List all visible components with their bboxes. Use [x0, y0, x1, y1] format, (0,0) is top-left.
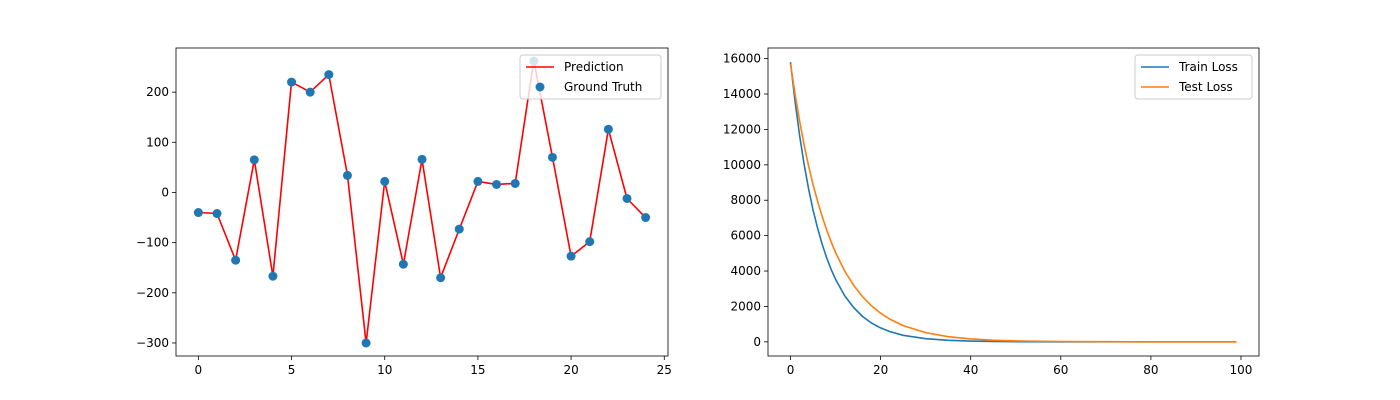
x-tick-label: 20 — [873, 363, 888, 377]
ground-truth-point — [566, 251, 576, 261]
y-tick-label: −200 — [136, 286, 169, 300]
ground-truth-point — [305, 87, 315, 97]
ground-truth-point — [193, 208, 203, 218]
y-tick-label: −300 — [136, 336, 169, 350]
y-tick-label: 14000 — [723, 87, 761, 101]
series-line-train-loss — [789, 62, 1237, 343]
y-tick-label: 2000 — [730, 299, 761, 313]
ground-truth-point — [641, 213, 651, 223]
ground-truth-point — [212, 209, 222, 219]
x-tick-label: 20 — [563, 363, 578, 377]
ground-truth-point — [492, 179, 502, 189]
axes-frame — [767, 47, 1260, 357]
ground-truth-point — [454, 224, 464, 234]
ground-truth-point — [268, 271, 278, 281]
chart-train-test-loss: 0 20 40 60 80 100 0 2000 4000 6000 8000 10000 12000 1… — [723, 47, 1260, 377]
ground-truth-point — [324, 70, 334, 80]
chart-prediction-vs-ground-truth: 0 5 10 15 20 25 −300 −200 −100 0 100 200 Prediction G… — [136, 47, 672, 377]
ground-truth-point — [510, 178, 520, 188]
x-tick-label: 25 — [657, 363, 672, 377]
y-tick-label: 8000 — [730, 193, 761, 207]
series-line-prediction — [198, 59, 647, 344]
legend-label: Ground Truth — [564, 80, 642, 94]
axes-frame — [175, 47, 669, 357]
y-tick-label: 6000 — [730, 229, 761, 243]
legend-label: Prediction — [564, 60, 624, 74]
ground-truth-point — [231, 255, 241, 265]
ground-truth-point — [622, 193, 632, 203]
series-line-test-loss — [789, 63, 1237, 343]
ground-truth-point — [287, 77, 297, 87]
ground-truth-point — [547, 152, 557, 162]
x-tick-label: 100 — [1230, 363, 1253, 377]
ground-truth-point — [585, 237, 595, 247]
y-tick-label: 16000 — [723, 52, 761, 66]
legend-label: Train Loss — [1178, 60, 1238, 74]
y-tick-label: −100 — [136, 236, 169, 250]
legend-box — [1134, 54, 1253, 100]
x-tick-label: 5 — [288, 363, 296, 377]
y-tick-label: 4000 — [730, 264, 761, 278]
ground-truth-point — [603, 124, 613, 134]
y-tick-label: 200 — [146, 85, 169, 99]
x-tick-label: 0 — [195, 363, 203, 377]
ground-truth-point — [417, 154, 427, 164]
y-tick-label: 10000 — [723, 158, 761, 172]
ground-truth-point — [361, 338, 371, 348]
y-tick-label: 100 — [146, 135, 169, 149]
ground-truth-point — [398, 259, 408, 269]
ground-truth-point — [473, 176, 483, 186]
x-tick-label: 40 — [963, 363, 978, 377]
x-tick-label: 15 — [470, 363, 485, 377]
legend-label: Test Loss — [1178, 80, 1233, 94]
ground-truth-point — [342, 170, 352, 180]
ground-truth-point — [436, 273, 446, 283]
legend-marker — [535, 82, 545, 92]
legend: Train Loss Test Loss — [1134, 54, 1253, 100]
y-tick-label: 0 — [753, 335, 761, 349]
x-tick-label: 0 — [787, 363, 795, 377]
y-tick-label: 12000 — [723, 122, 761, 136]
x-tick-label: 60 — [1053, 363, 1068, 377]
y-tick-label: 0 — [161, 185, 169, 199]
x-tick-label: 80 — [1143, 363, 1158, 377]
ground-truth-point — [380, 176, 390, 186]
legend: Prediction Ground Truth — [519, 54, 662, 100]
ground-truth-point — [249, 155, 259, 165]
legend-box — [519, 54, 662, 100]
x-tick-label: 10 — [377, 363, 392, 377]
